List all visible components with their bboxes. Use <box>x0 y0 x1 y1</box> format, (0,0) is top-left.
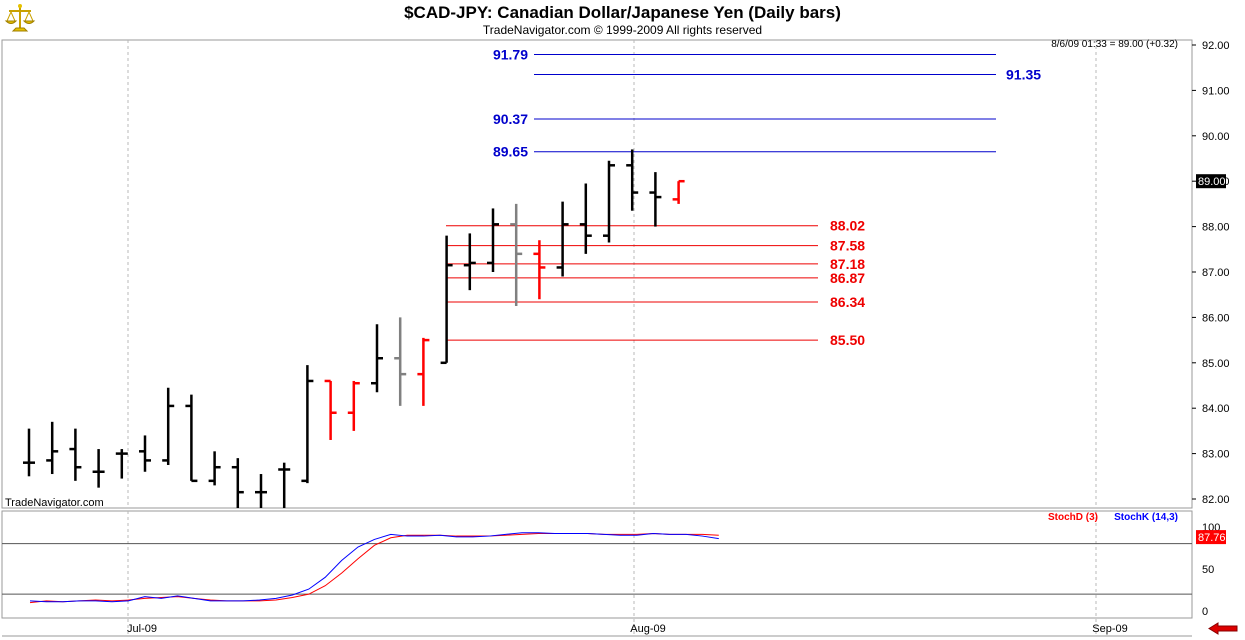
support-label: 86.34 <box>830 294 865 310</box>
axis-labels: Jul-09 Aug-09 Sep-09 82.00 83.00 84.00 85.00 86… <box>127 40 1230 635</box>
last-price-label: 89.00 <box>1198 176 1226 188</box>
resistance-label: 89.65 <box>493 144 528 160</box>
y-tick-label: 85.00 <box>1202 358 1230 370</box>
price-bar <box>69 428 82 481</box>
resistance-label: 91.79 <box>493 47 528 63</box>
price-bar <box>23 428 35 477</box>
price-bar <box>162 387 175 465</box>
price-bar <box>649 172 662 227</box>
support-label: 87.18 <box>830 256 865 272</box>
price-bar <box>417 337 430 406</box>
x-tick-label: Sep-09 <box>1092 623 1127 635</box>
resistance-label: 90.37 <box>493 111 528 127</box>
stochk-legend: StochK (14,3) <box>1114 512 1178 523</box>
stoch-panel-border <box>1 510 1193 619</box>
stoch-last-badge <box>1196 530 1226 545</box>
x-tick-label: Aug-09 <box>630 623 665 635</box>
scales-of-justice-icon <box>4 3 36 35</box>
resistance-label: 91.35 <box>1006 67 1041 83</box>
price-bar <box>278 462 291 508</box>
stoch-tick-label: 50 <box>1202 564 1214 576</box>
stochd-legend: StochD (3) <box>1048 512 1098 523</box>
price-bar <box>301 365 314 484</box>
price-bar <box>208 451 221 486</box>
price-bar <box>556 201 569 277</box>
chart-title: $CAD-JPY: Canadian Dollar/Japanese Yen (… <box>404 3 841 22</box>
price-bar <box>231 458 244 508</box>
price-bar <box>324 379 337 440</box>
support-label: 87.58 <box>830 238 865 254</box>
price-bar <box>603 160 615 243</box>
y-tick-label: 87.00 <box>1202 267 1230 279</box>
price-bar <box>347 380 360 431</box>
y-tick-label: 83.00 <box>1202 449 1230 461</box>
stoch-last-label: 87.76 <box>1198 532 1226 544</box>
stoch-tick-label: 0 <box>1202 606 1208 618</box>
price-panel-border <box>1 39 1193 509</box>
y-tick-label: 92.00 <box>1202 40 1230 52</box>
price-bar <box>510 203 523 307</box>
support-label: 85.50 <box>830 332 865 348</box>
price-bar <box>487 208 499 272</box>
support-label: 88.02 <box>830 218 865 234</box>
price-bar <box>440 235 453 365</box>
chart-frame <box>1 39 1193 637</box>
y-tick-label: 82.00 <box>1202 494 1230 506</box>
watermark: TradeNavigator.com <box>5 497 104 509</box>
price-bar <box>185 394 198 483</box>
grid-lines <box>127 40 1097 634</box>
scroll-left-arrow-icon[interactable] <box>1208 622 1238 635</box>
price-bar <box>394 317 407 406</box>
y-tick-label: 84.00 <box>1202 403 1230 415</box>
price-bar <box>533 240 546 300</box>
x-tick-label: Jul-09 <box>127 623 157 635</box>
level-lines: 91.79 91.35 90.37 89.65 88.02 87.58 87.1886.87… <box>446 47 1041 348</box>
price-bar <box>92 449 105 488</box>
stochk-line <box>29 532 719 603</box>
price-bar <box>255 474 267 508</box>
chart-header: $CAD-JPY: Canadian Dollar/Japanese Yen (… <box>0 0 1245 40</box>
price-bar <box>463 233 476 291</box>
y-tick-label: 86.00 <box>1202 312 1230 324</box>
price-bar <box>579 183 592 254</box>
price-bar <box>139 435 151 472</box>
price-bar <box>115 449 128 479</box>
stochastic-panel <box>2 532 1192 604</box>
price-readout: 8/6/09 01:33 = 89.00 (+0.32) <box>1051 39 1178 50</box>
price-bar <box>371 324 383 393</box>
y-tick-label: 90.00 <box>1202 131 1230 143</box>
y-tick-label: 91.00 <box>1202 85 1230 97</box>
last-price-badge <box>1196 174 1226 189</box>
copyright-text: TradeNavigator.com © 1999-2009 All right… <box>482 23 763 37</box>
y-tick-label: 88.00 <box>1202 222 1230 234</box>
price-bars <box>23 149 685 508</box>
support-label: 86.87 <box>830 270 865 286</box>
price-bar <box>626 149 639 211</box>
price-bar <box>672 179 685 204</box>
price-bar <box>46 421 59 475</box>
